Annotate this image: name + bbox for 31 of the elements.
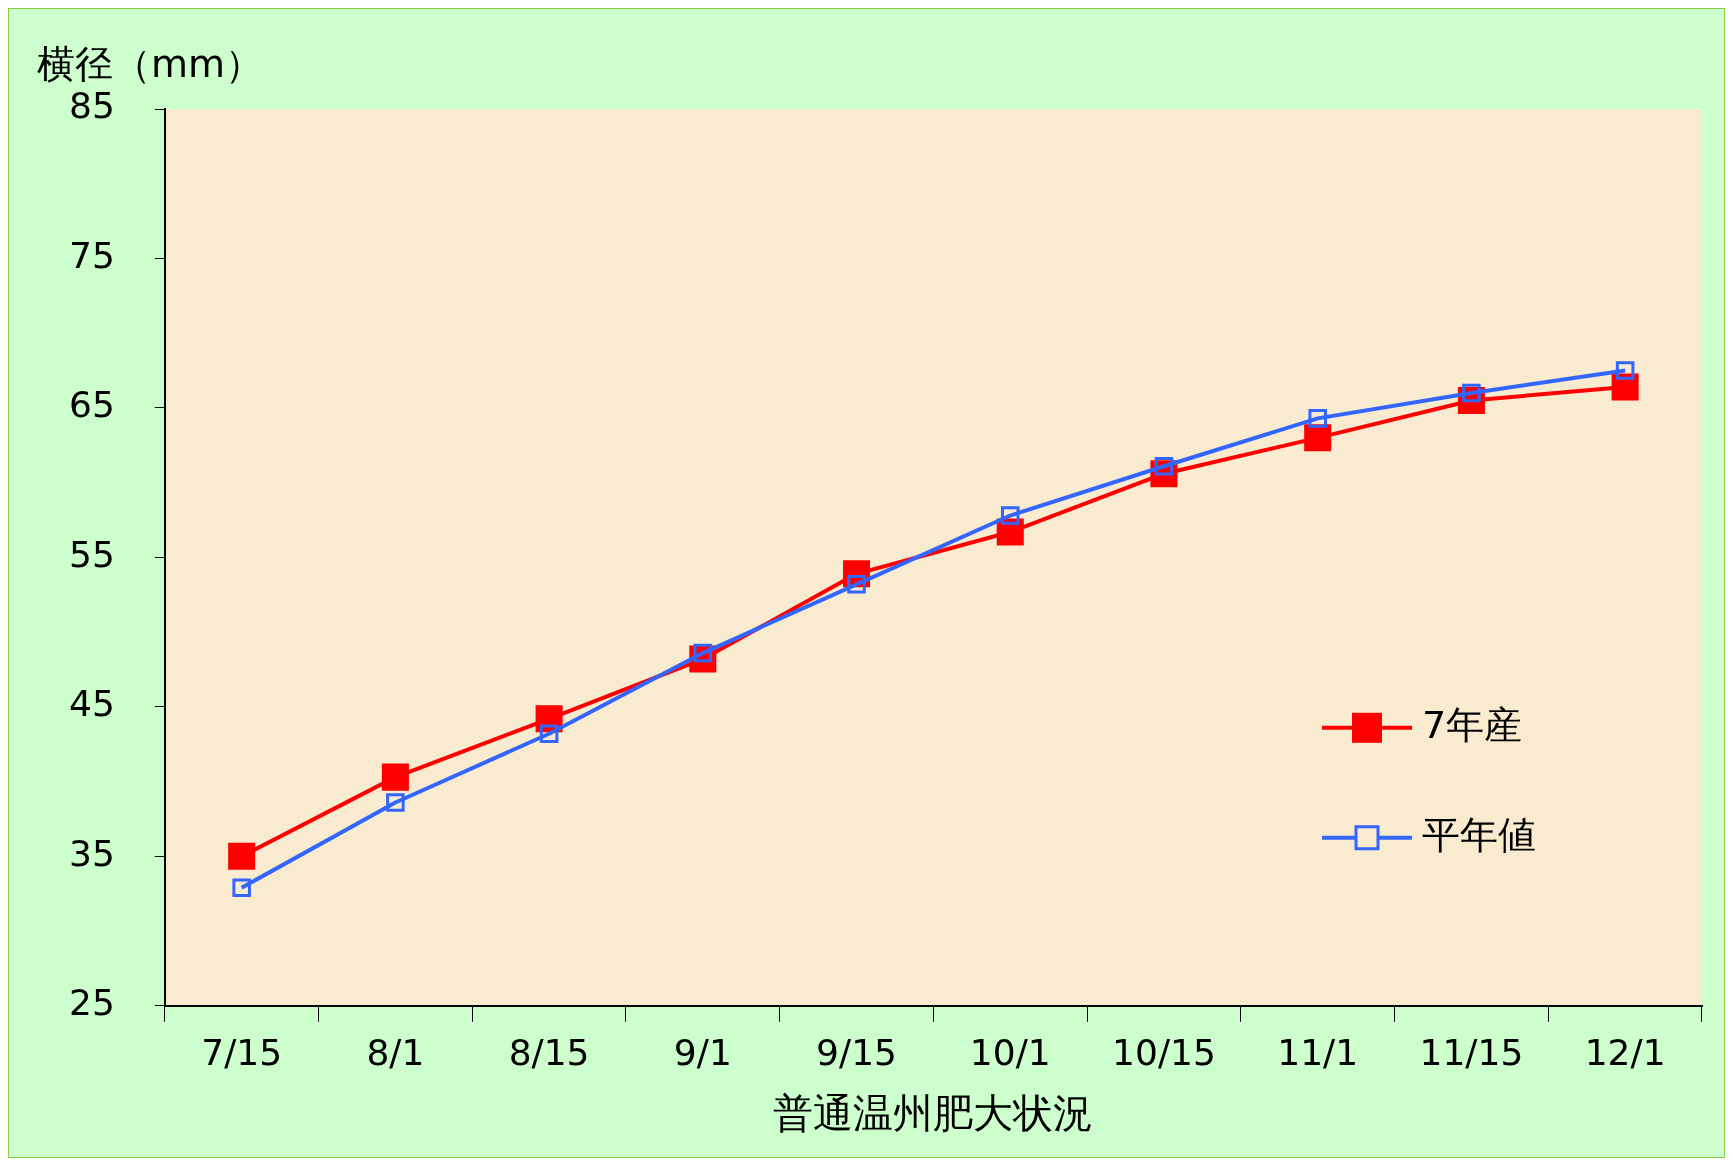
legend-label: 7年産 [1422,702,1523,747]
y-axis-title: 横径（mm） [37,41,264,86]
y-tick-label: 25 [69,982,115,1024]
x-tick-label: 10/1 [969,1031,1051,1073]
x-tick-label: 7/15 [201,1031,283,1073]
point [232,878,251,897]
point [1304,424,1332,452]
x-tick-label: 10/15 [1112,1031,1216,1073]
y-tick-label: 85 [69,85,115,127]
legend-label: 平年値 [1422,812,1536,857]
y-tick-label: 75 [69,234,115,276]
x-tick-label: 8/15 [508,1031,590,1073]
point [1308,409,1327,428]
point [1000,506,1020,525]
point [539,724,559,744]
point [1615,361,1635,380]
y-tick-label: 35 [69,832,115,874]
x-axis-title: 普通温州肥大状況 [773,1090,1094,1137]
x-tick-label: 8/1 [366,1031,425,1073]
point [386,793,405,812]
x-tick-label: 9/1 [673,1031,732,1073]
x-tick-label: 11/15 [1419,1031,1524,1073]
x-tick-label: 12/1 [1584,1031,1666,1073]
x-tick-label: 9/15 [816,1031,897,1073]
y-tick-label: 55 [69,533,115,575]
y-tick-label: 65 [69,384,115,426]
y-tick-label: 45 [69,683,115,725]
point [381,763,409,791]
x-tick-label: 11/1 [1277,1031,1359,1073]
point [847,575,866,594]
point [228,842,256,870]
